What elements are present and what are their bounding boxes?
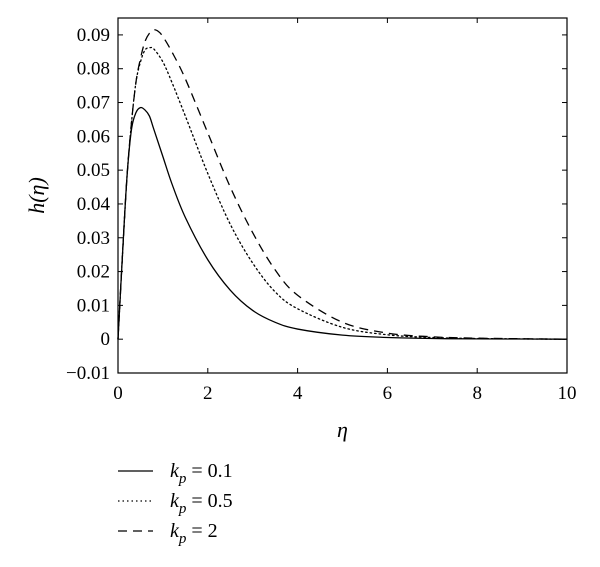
x-tick-label: 6 bbox=[383, 383, 393, 404]
y-tick-label: 0.06 bbox=[77, 126, 110, 147]
y-tick-label: 0.02 bbox=[77, 262, 110, 283]
x-tick-label: 8 bbox=[472, 383, 482, 404]
y-tick-label: 0.05 bbox=[77, 160, 110, 181]
legend-label-1: kp = 0.1 bbox=[170, 460, 233, 487]
x-tick-label: 10 bbox=[558, 383, 577, 404]
x-tick-label: 4 bbox=[293, 383, 303, 404]
y-tick-label: 0.07 bbox=[77, 93, 110, 114]
legend-symbol: k bbox=[170, 460, 180, 482]
y-tick-label: −0.01 bbox=[66, 363, 110, 384]
y-tick-label: 0.09 bbox=[77, 25, 110, 46]
x-tick-label: 2 bbox=[203, 383, 213, 404]
plot-frame bbox=[117, 17, 568, 374]
legend-symbol: k bbox=[170, 490, 180, 512]
legend-symbol: k bbox=[170, 520, 180, 542]
series-line-3 bbox=[117, 29, 568, 340]
y-axis-label: h(η) bbox=[24, 177, 49, 214]
legend-subscript: p bbox=[178, 531, 187, 547]
y-tick-label: 0.01 bbox=[77, 295, 110, 316]
legend-subscript: p bbox=[178, 471, 187, 487]
legend-subscript: p bbox=[178, 501, 187, 517]
legend-label-3: kp = 2 bbox=[170, 520, 218, 547]
legend-value: = 2 bbox=[186, 520, 217, 542]
x-axis-label: η bbox=[337, 417, 348, 442]
legend: kp = 0.1kp = 0.5kp = 2 bbox=[118, 460, 233, 547]
legend-value: = 0.5 bbox=[186, 490, 232, 512]
y-tick-label: 0.04 bbox=[77, 194, 111, 215]
series-line-1 bbox=[117, 106, 568, 340]
x-tick-label: 0 bbox=[113, 383, 123, 404]
y-tick-label: 0.03 bbox=[77, 228, 110, 249]
legend-value: = 0.1 bbox=[186, 460, 232, 482]
legend-label-2: kp = 0.5 bbox=[170, 490, 233, 517]
plot-area: 0 2 4 6 8 10−0.0100.010.020.030.040.050.060.0… bbox=[24, 17, 577, 442]
y-tick-label: 0 bbox=[101, 329, 111, 350]
series-line-2 bbox=[117, 46, 568, 340]
y-tick-label: 0.08 bbox=[77, 59, 110, 80]
